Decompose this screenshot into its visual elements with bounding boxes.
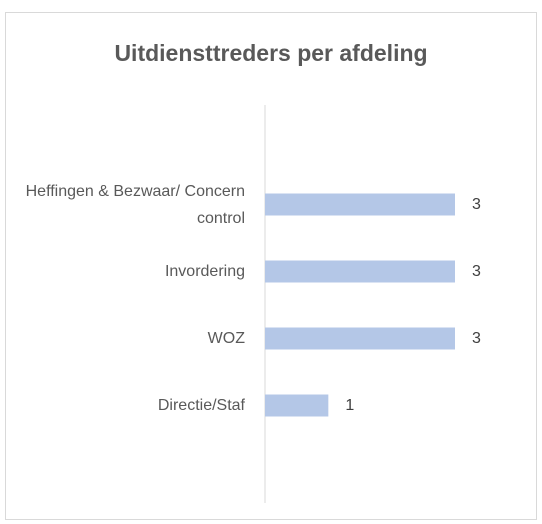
bar	[265, 327, 455, 350]
bar	[265, 394, 329, 417]
data-label: 3	[472, 329, 481, 347]
category-label: Heffingen & Bezwaar/ Concern control	[25, 182, 245, 227]
data-label: 3	[472, 262, 481, 280]
chart-title: Uitdiensttreders per afdeling	[114, 40, 428, 66]
data-label: 1	[345, 396, 355, 414]
bar	[265, 193, 455, 216]
data-label: 3	[472, 195, 481, 213]
bar	[265, 260, 455, 283]
category-label: Directie/Staf	[157, 397, 245, 414]
category-label: WOZ	[207, 330, 245, 347]
category-label: Invordering	[164, 263, 245, 280]
